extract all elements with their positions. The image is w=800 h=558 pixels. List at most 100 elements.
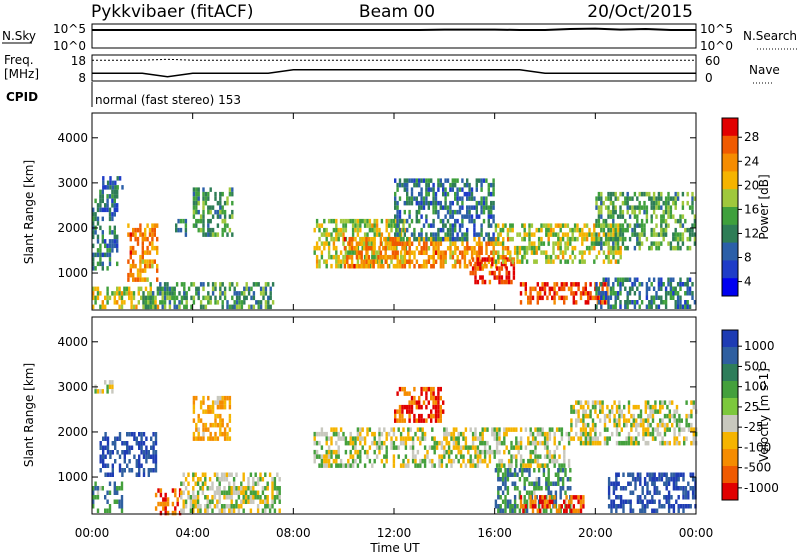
heatmap-cell-9 [444, 191, 447, 197]
heatmap-cell-10 [498, 270, 501, 276]
heatmap-cell-14 [657, 277, 661, 282]
heatmap-cell-11 [540, 227, 543, 233]
heatmap-cell-11 [554, 232, 558, 237]
heatmap-cell-13 [643, 232, 646, 237]
heatmap-cell-4 [216, 477, 219, 482]
heatmap-cell-6 [551, 458, 554, 464]
heatmap-cell-6 [423, 454, 427, 459]
heatmap-cell-1 [101, 194, 104, 199]
heatmap-cell-4 [223, 291, 227, 296]
heatmap-cell-12 [553, 295, 556, 301]
heatmap-cell-4 [156, 286, 160, 292]
heatmap-cell-7 [356, 259, 360, 264]
heatmap-cell-7 [437, 418, 440, 423]
heatmap-cell-4 [214, 295, 217, 301]
heatmap-cell-6 [228, 227, 232, 233]
heatmap-cell-0 [104, 495, 107, 500]
heatmap-cell-13 [614, 227, 617, 233]
heatmap-cell-3 [154, 506, 158, 511]
heatmap-cell-11 [533, 259, 536, 264]
heatmap-cell-6 [323, 463, 326, 468]
heatmap-cell-9 [468, 214, 471, 219]
heatmap-cell-8 [350, 264, 354, 269]
heatmap-cell-6 [534, 454, 537, 459]
heatmap-cell-13 [628, 196, 632, 201]
heatmap-cell-13 [636, 196, 639, 201]
heatmap-cell-4 [218, 486, 221, 491]
heatmap-cell-10 [632, 422, 635, 428]
heatmap-cell-5 [192, 404, 196, 410]
heatmap-cell-7 [415, 418, 418, 423]
heatmap-cell-4 [235, 472, 238, 477]
heatmap-cell-3 [129, 245, 132, 251]
heatmap-cell-7 [439, 409, 442, 414]
heatmap-cell-0 [116, 490, 119, 495]
heatmap-cell-6 [543, 431, 547, 437]
heatmap-cell-12 [536, 300, 539, 305]
heatmap-cell-5 [211, 409, 215, 414]
heatmap-cell-6 [527, 436, 530, 441]
heatmap-cell-4 [235, 300, 239, 305]
heatmap-cell-8 [451, 255, 455, 260]
heatmap-cell-6 [419, 463, 422, 468]
heatmap-cell-13 [604, 205, 608, 210]
heatmap-cell-6 [356, 436, 360, 441]
heatmap-cell-13 [638, 205, 641, 210]
heatmap-cell-10 [491, 270, 494, 276]
heatmap-cell-12 [555, 282, 559, 287]
heatmap-cell-9 [567, 499, 571, 505]
heatmap-cell-9 [475, 209, 478, 215]
heatmap-cell-14 [640, 282, 644, 287]
heatmap-cell-6 [335, 463, 338, 468]
heatmap-cell-6 [503, 449, 506, 455]
heatmap-cell-12 [536, 291, 539, 296]
heatmap-cell-6 [452, 440, 456, 446]
heatmap-cell-6 [192, 196, 196, 201]
heatmap-cell-6 [207, 223, 210, 228]
heatmap-cell-4 [273, 495, 277, 500]
heatmap-cell-6 [411, 454, 415, 459]
heatmap-cell-6 [327, 458, 331, 464]
heatmap-cell-8 [439, 255, 443, 260]
heatmap-cell-9 [401, 218, 404, 224]
heatmap-cell-7 [418, 418, 421, 423]
heatmap-cell-13 [688, 205, 692, 210]
heatmap-cell-11 [566, 241, 570, 246]
heatmap-cell-11 [576, 227, 579, 233]
heatmap-cell-9 [463, 191, 466, 197]
heatmap-cell-10 [618, 418, 621, 423]
heatmap-cell-6 [216, 223, 220, 228]
heatmap-cell-11 [506, 227, 510, 233]
heatmap-cell-11 [622, 472, 625, 477]
heatmap-cell-6 [342, 431, 345, 437]
heatmap-cell-10 [639, 418, 643, 423]
heatmap-cell-11 [585, 236, 589, 242]
heatmap-cell-6 [325, 458, 328, 464]
heatmap-cell-7 [366, 223, 369, 228]
heatmap-cell-1 [113, 225, 116, 231]
heatmap-cell-6 [330, 436, 333, 441]
heatmap-cell-10 [675, 404, 679, 410]
heatmap-cell-9 [432, 205, 435, 210]
heatmap-cell-14 [669, 286, 673, 291]
heatmap-cell-14 [602, 277, 605, 282]
heatmap-cell-7 [410, 395, 414, 401]
heatmap-cell-6 [459, 454, 463, 459]
heatmap-cell-7 [413, 418, 416, 423]
heatmap-cell-6 [483, 440, 487, 446]
heatmap-cell-6 [337, 449, 340, 455]
heatmap-cell-14 [636, 286, 639, 291]
heatmap-cell-6 [219, 200, 222, 206]
heatmap-cell-12 [553, 291, 556, 296]
heatmap-cell-10 [572, 436, 575, 441]
heatmap-cell-9 [487, 214, 490, 219]
heatmap-cell-5 [184, 223, 188, 228]
heatmap-cell-11 [691, 490, 695, 495]
heatmap-cell-13 [645, 218, 649, 224]
heatmap-cell-4 [192, 477, 195, 482]
heatmap-cell-2 [99, 445, 102, 450]
heatmap-cell-14 [652, 300, 656, 305]
heatmap-cell-1 [101, 389, 104, 394]
heatmap-cell-10 [474, 270, 477, 276]
heatmap-cell-6 [378, 445, 381, 450]
